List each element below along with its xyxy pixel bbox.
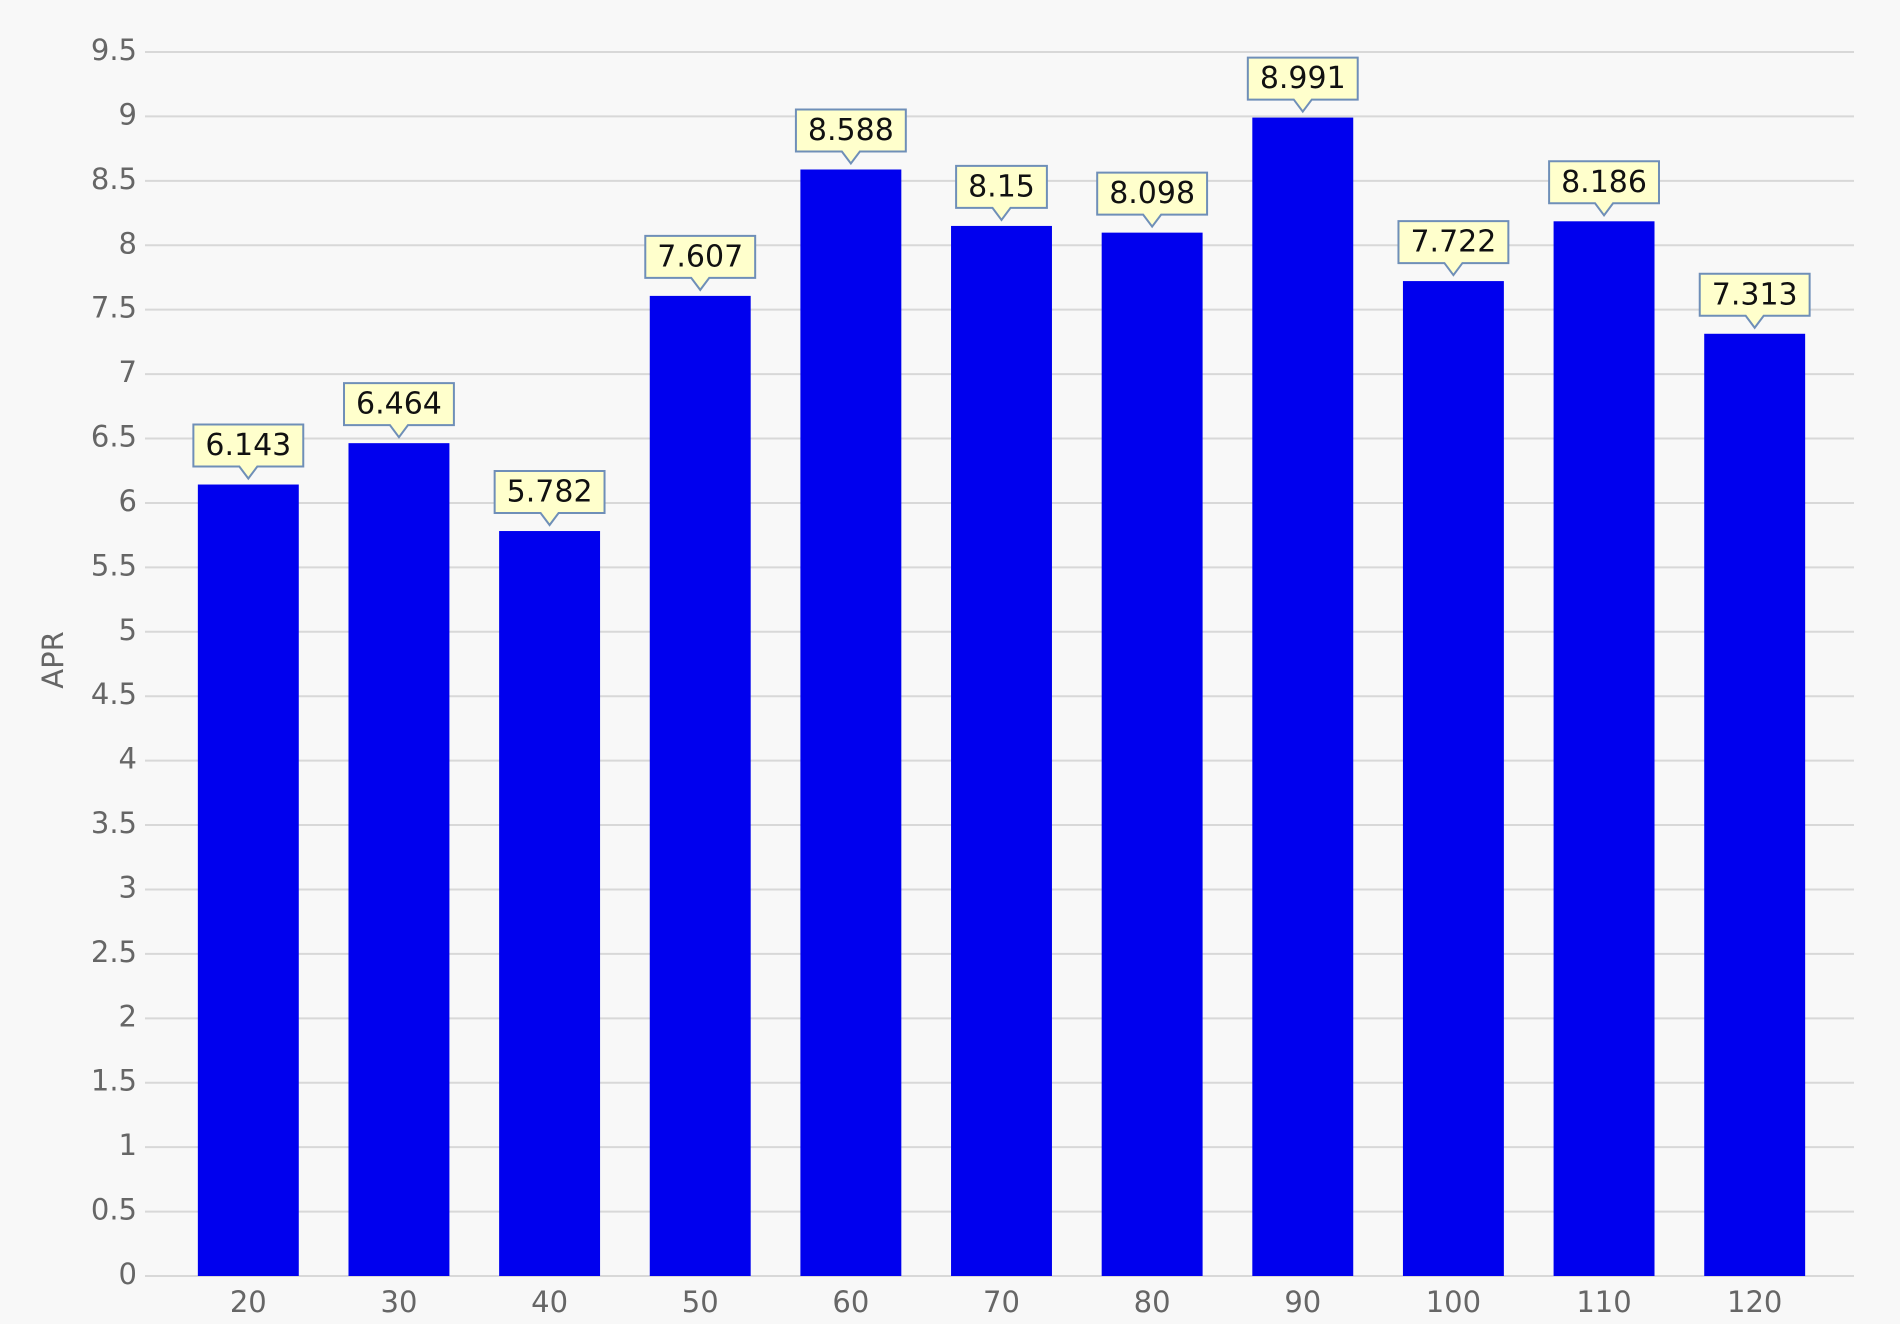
bar — [951, 225, 1052, 1276]
y-tick-label: 9 — [119, 97, 137, 131]
y-tick-label: 1 — [119, 1128, 137, 1162]
bar — [499, 531, 601, 1276]
x-tick-label: 30 — [381, 1285, 418, 1319]
value-label: 7.722 — [1410, 225, 1496, 260]
y-tick-label: 1.5 — [91, 1064, 137, 1098]
y-tick-label: 5.5 — [91, 548, 137, 582]
y-tick-label: 4.5 — [91, 677, 137, 711]
y-tick-label: 0 — [119, 1257, 137, 1291]
y-tick-label: 0.5 — [91, 1193, 137, 1227]
callout — [1698, 272, 1811, 330]
callout — [1246, 56, 1359, 114]
y-tick-label: 7.5 — [91, 291, 137, 325]
y-tick-label: 6 — [119, 484, 137, 518]
value-label: 6.143 — [205, 428, 291, 463]
callout — [343, 382, 455, 439]
x-tick-label: 40 — [531, 1285, 568, 1319]
x-tick-label: 70 — [983, 1285, 1020, 1319]
bar — [197, 484, 299, 1276]
y-tick-label: 4 — [119, 742, 137, 776]
bar — [348, 443, 450, 1276]
y-tick-label: 9.5 — [91, 33, 137, 67]
y-tick-label: 3 — [119, 870, 137, 904]
y-axis-label: APR — [36, 631, 70, 688]
x-tick-label: 20 — [230, 1285, 267, 1319]
callout — [192, 423, 305, 481]
y-tick-label: 2.5 — [91, 935, 137, 969]
callout — [1548, 160, 1660, 217]
x-tick-label: 50 — [682, 1285, 719, 1319]
y-tick-label: 6.5 — [91, 420, 137, 454]
bar — [1553, 221, 1655, 1276]
x-tick-label: 120 — [1727, 1285, 1782, 1319]
x-tick-label: 80 — [1134, 1285, 1171, 1319]
bar — [1252, 117, 1354, 1276]
y-tick-label: 7 — [119, 355, 137, 389]
value-label: 8.098 — [1109, 176, 1195, 211]
bar — [800, 169, 902, 1276]
value-label: 8.186 — [1561, 165, 1647, 200]
x-tick-label: 110 — [1576, 1285, 1631, 1319]
bar — [1704, 333, 1806, 1276]
bar — [649, 295, 751, 1277]
x-tick-label: 60 — [832, 1285, 869, 1319]
callout — [794, 108, 907, 166]
value-label: 6.464 — [356, 387, 442, 422]
value-label: 7.313 — [1712, 277, 1798, 312]
y-tick-label: 2 — [119, 999, 137, 1033]
x-tick-label: 100 — [1426, 1285, 1481, 1319]
callout — [644, 234, 757, 292]
value-label: 7.607 — [657, 239, 743, 274]
callout — [493, 470, 606, 527]
y-tick-label: 3.5 — [91, 806, 137, 840]
callout — [1397, 220, 1510, 277]
callout — [955, 164, 1048, 222]
y-tick-label: 8 — [119, 226, 137, 260]
y-tick-label: 5 — [119, 613, 137, 647]
value-label: 8.991 — [1260, 61, 1346, 96]
bar — [1101, 232, 1203, 1277]
y-tick-label: 8.5 — [91, 162, 137, 196]
value-label: 5.782 — [507, 475, 593, 510]
x-tick-label: 90 — [1284, 1285, 1321, 1319]
value-label: 8.15 — [968, 169, 1035, 204]
callout — [1096, 171, 1209, 229]
bar — [1402, 281, 1504, 1276]
value-label: 8.588 — [808, 113, 894, 148]
